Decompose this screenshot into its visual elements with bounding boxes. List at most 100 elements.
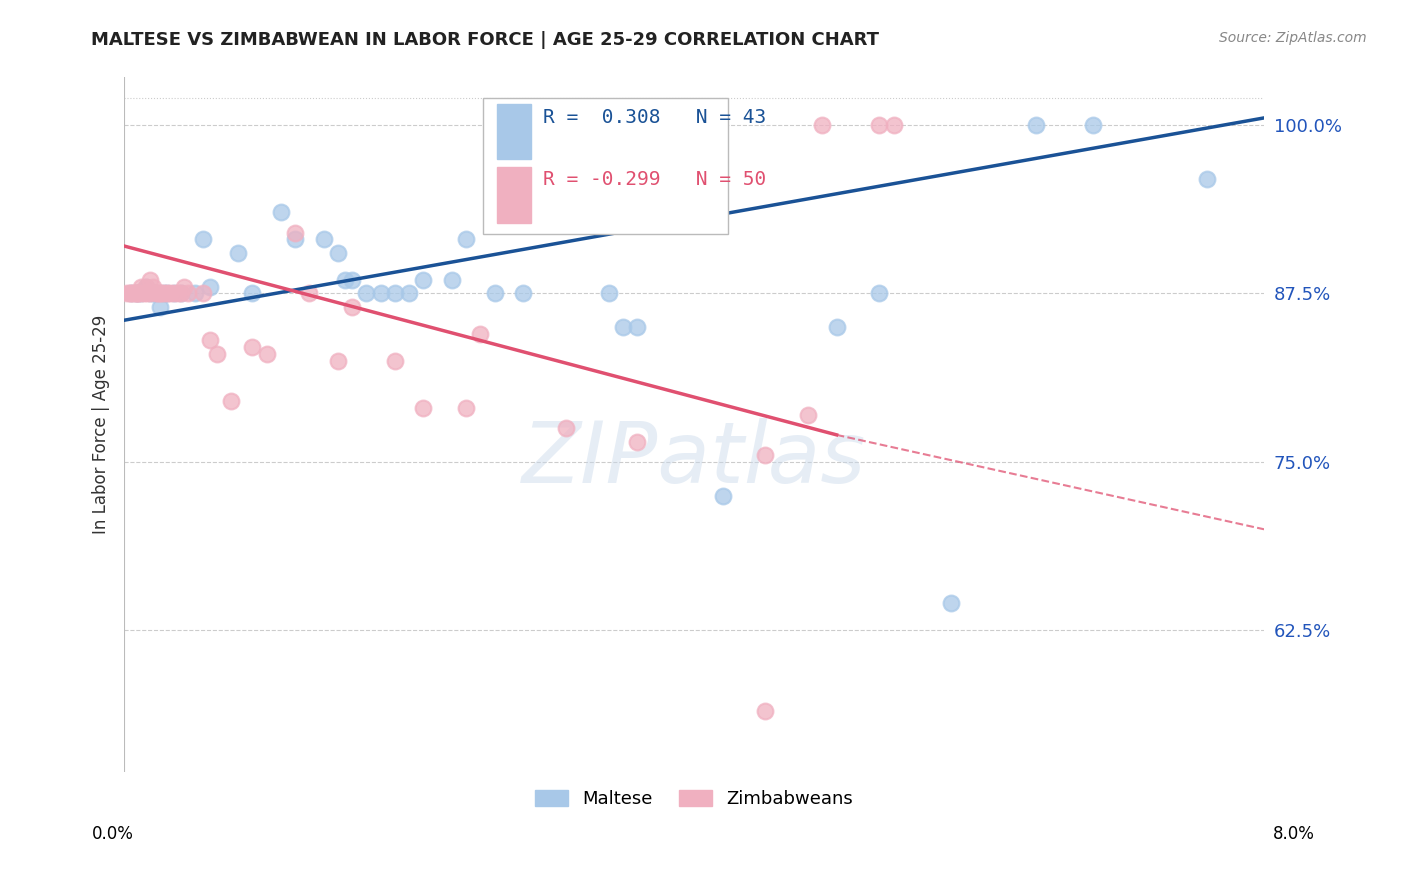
Point xyxy=(440,273,463,287)
Point xyxy=(184,286,207,301)
FancyBboxPatch shape xyxy=(496,103,531,160)
Point xyxy=(153,286,176,301)
Point xyxy=(191,286,214,301)
Point xyxy=(153,286,176,301)
Point xyxy=(205,347,228,361)
Point xyxy=(156,286,179,301)
Point xyxy=(284,226,307,240)
Point xyxy=(384,353,406,368)
Point xyxy=(370,286,392,301)
Point xyxy=(340,300,363,314)
Point xyxy=(131,279,153,293)
Point xyxy=(598,286,620,301)
Point xyxy=(177,286,200,301)
Point xyxy=(139,273,162,287)
Text: R = -0.299   N = 50: R = -0.299 N = 50 xyxy=(543,170,766,189)
Point xyxy=(139,286,162,301)
Point xyxy=(124,286,146,301)
Point xyxy=(142,279,165,293)
Point xyxy=(136,286,159,301)
Point xyxy=(135,279,157,293)
Point xyxy=(198,334,221,348)
Point xyxy=(939,597,962,611)
Point xyxy=(242,286,264,301)
Point xyxy=(127,286,149,301)
Point xyxy=(118,286,141,301)
Point xyxy=(159,286,181,301)
Text: Source: ZipAtlas.com: Source: ZipAtlas.com xyxy=(1219,31,1367,45)
Point xyxy=(131,286,153,301)
Point xyxy=(1025,118,1047,132)
Point xyxy=(242,340,264,354)
Point xyxy=(326,353,349,368)
Point xyxy=(412,401,434,415)
Point xyxy=(156,286,179,301)
Point xyxy=(883,118,905,132)
FancyBboxPatch shape xyxy=(496,168,531,223)
Point xyxy=(131,286,153,301)
Point xyxy=(163,286,186,301)
Text: MALTESE VS ZIMBABWEAN IN LABOR FORCE | AGE 25-29 CORRELATION CHART: MALTESE VS ZIMBABWEAN IN LABOR FORCE | A… xyxy=(91,31,879,49)
Point xyxy=(626,320,648,334)
Point xyxy=(149,286,172,301)
Point xyxy=(270,205,292,219)
Point xyxy=(811,118,834,132)
Point xyxy=(484,286,506,301)
Point xyxy=(284,232,307,246)
Y-axis label: In Labor Force | Age 25-29: In Labor Force | Age 25-29 xyxy=(93,315,110,534)
Point xyxy=(340,273,363,287)
Point xyxy=(226,245,249,260)
Point xyxy=(120,286,142,301)
Point xyxy=(398,286,420,301)
Point xyxy=(173,279,195,293)
Point xyxy=(191,232,214,246)
Point xyxy=(127,286,149,301)
Point xyxy=(1081,118,1104,132)
Point xyxy=(127,286,149,301)
Point xyxy=(219,394,242,409)
Point xyxy=(356,286,378,301)
Point xyxy=(754,705,776,719)
Point xyxy=(512,286,534,301)
Text: R =  0.308   N = 43: R = 0.308 N = 43 xyxy=(543,108,766,127)
Point xyxy=(145,286,167,301)
Point xyxy=(198,279,221,293)
Text: ZIPatlas: ZIPatlas xyxy=(522,418,866,501)
Point xyxy=(256,347,278,361)
Point xyxy=(124,286,146,301)
Point xyxy=(163,286,186,301)
Point xyxy=(121,286,143,301)
Point xyxy=(412,273,434,287)
Point xyxy=(142,286,165,301)
Point xyxy=(145,286,167,301)
Point xyxy=(456,232,478,246)
Point xyxy=(470,326,492,341)
Point xyxy=(612,320,634,334)
Text: 0.0%: 0.0% xyxy=(91,825,134,843)
Point xyxy=(384,286,406,301)
FancyBboxPatch shape xyxy=(484,98,728,234)
Point xyxy=(124,286,146,301)
Point xyxy=(149,300,172,314)
Point xyxy=(148,286,170,301)
Point xyxy=(1197,171,1219,186)
Point xyxy=(868,286,890,301)
Point xyxy=(797,408,820,422)
Point xyxy=(825,320,848,334)
Point xyxy=(170,286,193,301)
Point xyxy=(456,401,478,415)
Point xyxy=(139,286,162,301)
Point xyxy=(170,286,193,301)
Point xyxy=(333,273,356,287)
Point xyxy=(326,245,349,260)
Point xyxy=(868,118,890,132)
Legend: Maltese, Zimbabweans: Maltese, Zimbabweans xyxy=(527,782,860,815)
Text: 8.0%: 8.0% xyxy=(1272,825,1315,843)
Point xyxy=(115,286,138,301)
Point xyxy=(167,286,190,301)
Point xyxy=(554,421,576,435)
Point xyxy=(150,286,173,301)
Point xyxy=(120,286,142,301)
Point xyxy=(711,489,734,503)
Point xyxy=(626,434,648,449)
